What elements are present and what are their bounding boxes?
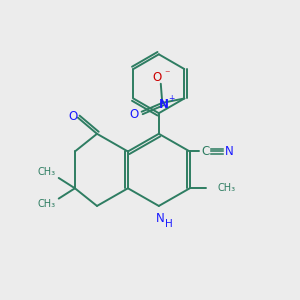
Text: C: C: [202, 145, 210, 158]
Text: O: O: [130, 108, 139, 121]
Text: CH₃: CH₃: [38, 167, 56, 177]
Text: H: H: [165, 219, 173, 229]
Text: N: N: [225, 145, 234, 158]
Text: +: +: [169, 94, 175, 103]
Text: O: O: [153, 71, 162, 84]
Text: CH₃: CH₃: [218, 183, 236, 193]
Text: N: N: [156, 212, 165, 225]
Text: O: O: [68, 110, 77, 123]
Text: CH₃: CH₃: [38, 200, 56, 209]
Text: N: N: [159, 98, 169, 111]
Text: ⁻: ⁻: [164, 69, 170, 79]
